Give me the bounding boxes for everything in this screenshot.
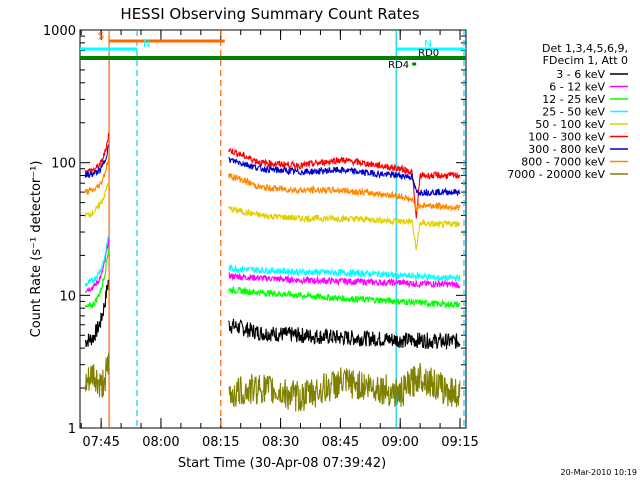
legend-label: 7000 - 20000 keV (507, 168, 605, 181)
legend-label: 3 - 6 keV (556, 68, 605, 81)
y-tick-label: 1000 (43, 24, 76, 39)
x-axis-label: Start Time (30-Apr-08 07:39:42) (178, 456, 386, 471)
flag-label: RD4 (388, 60, 409, 71)
flag-label: N (143, 39, 150, 50)
series-line (228, 362, 461, 412)
y-axis-label: Count Rate (s⁻¹ detector⁻¹) (29, 161, 44, 338)
series-line (84, 352, 110, 398)
series-line (228, 272, 461, 289)
plot-frame (79, 29, 467, 429)
x-tick-label: 07:45 (82, 435, 119, 450)
legend-header: FDecim 1, Att 0 (543, 54, 628, 67)
legend: Det 1,3,4,5,6,9,FDecim 1, Att 03 - 6 keV… (507, 42, 628, 181)
series-line (228, 285, 461, 309)
flag-label: N (424, 39, 431, 50)
series-line (228, 318, 461, 350)
legend-label: 25 - 50 keV (542, 106, 605, 119)
flag-label: S (98, 31, 104, 42)
x-tick-label: 08:30 (262, 435, 299, 450)
legend-label: 6 - 12 keV (549, 81, 605, 94)
legend-label: 12 - 25 keV (542, 93, 605, 106)
series-line (228, 147, 461, 219)
legend-label: 800 - 7000 keV (521, 156, 605, 169)
footer-timestamp: 20-Mar-2010 10:19 (561, 468, 638, 477)
series-line (84, 144, 110, 179)
y-tick-label: 1 (68, 422, 76, 437)
flag-label: RD0 (418, 48, 439, 59)
y-tick-label: 100 (51, 157, 76, 172)
y-tick-label: 10 (59, 289, 76, 304)
x-tick-label: 08:45 (322, 435, 359, 450)
x-tick-label: 08:15 (202, 435, 239, 450)
series-line (84, 182, 110, 219)
x-tick-label: 09:00 (381, 435, 418, 450)
series-line (84, 279, 109, 348)
series-line (228, 173, 461, 212)
series-line (228, 263, 461, 283)
legend-label: 300 - 800 keV (528, 143, 605, 156)
x-tick-label: 08:00 (142, 435, 179, 450)
legend-header: Det 1,3,4,5,6,9, (542, 42, 628, 55)
series-line (228, 205, 461, 251)
x-tick-label: 09:15 (441, 435, 478, 450)
series-line (84, 156, 110, 195)
chart-title: HESSI Observing Summary Count Rates (120, 5, 419, 23)
series-line (84, 133, 110, 177)
series-line (84, 248, 110, 310)
legend-label: 50 - 100 keV (535, 118, 605, 131)
series-line (84, 235, 110, 288)
legend-label: 100 - 300 keV (528, 131, 605, 144)
series-line (228, 156, 461, 197)
series-line (84, 238, 110, 293)
